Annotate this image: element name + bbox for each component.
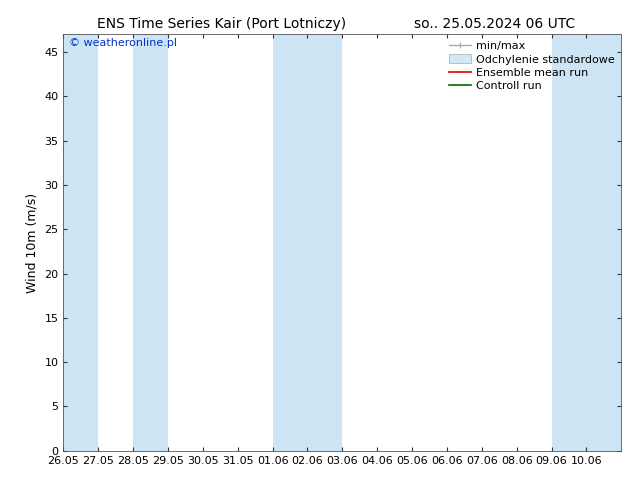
- Bar: [586, 34, 621, 451]
- Bar: [552, 34, 586, 451]
- Bar: [273, 34, 307, 451]
- Text: so.. 25.05.2024 06 UTC: so.. 25.05.2024 06 UTC: [414, 17, 575, 31]
- Text: © weatheronline.pl: © weatheronline.pl: [69, 38, 177, 49]
- Bar: [307, 34, 342, 451]
- Text: ENS Time Series Kair (Port Lotniczy): ENS Time Series Kair (Port Lotniczy): [98, 17, 346, 31]
- Y-axis label: Wind 10m (m/s): Wind 10m (m/s): [26, 193, 39, 293]
- Legend: min/max, Odchylenie standardowe, Ensemble mean run, Controll run: min/max, Odchylenie standardowe, Ensembl…: [445, 37, 619, 96]
- Bar: [63, 34, 98, 451]
- Bar: [133, 34, 168, 451]
